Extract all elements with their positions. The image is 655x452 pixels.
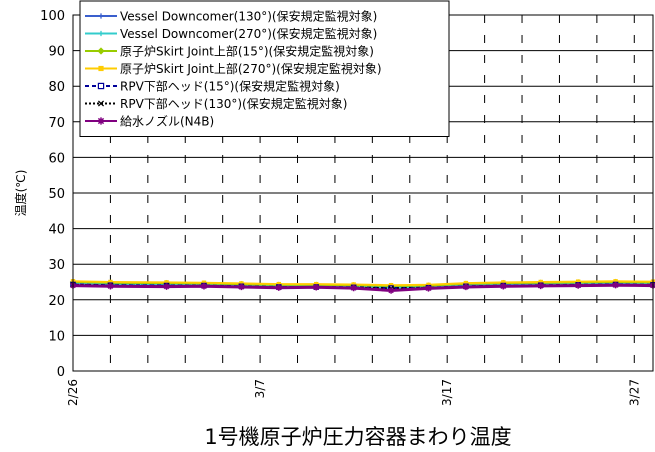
data-point — [388, 287, 394, 294]
legend-swatch-marker — [98, 65, 104, 72]
legend: Vessel Downcomer(130°)(保安規定監視対象) Vessel D… — [79, 0, 450, 137]
data-point — [201, 283, 207, 290]
data-point — [351, 282, 356, 287]
data-point — [463, 283, 469, 291]
data-point — [276, 284, 282, 291]
data-point — [164, 280, 169, 285]
y-axis-ticks: 0 10 20 30 40 50 60 70 80 90 100 — [40, 9, 65, 380]
legend-swatch-marker — [97, 82, 105, 90]
y-tick-label: 70 — [48, 116, 65, 131]
data-point — [238, 283, 245, 291]
data-point — [575, 282, 581, 289]
legend-swatch-marker — [97, 117, 105, 125]
y-tick-label: 20 — [48, 294, 65, 309]
legend-swatch-marker — [98, 13, 104, 19]
data-point — [538, 282, 544, 290]
data-point — [500, 283, 507, 290]
y-tick-label: 80 — [48, 80, 65, 95]
legend-label: Vessel Downcomer(270°)(保安規定監視対象) — [120, 26, 377, 41]
data-point — [163, 283, 170, 290]
series-line — [72, 283, 654, 293]
data-point — [107, 283, 114, 290]
legend-label: Vessel Downcomer(130°)(保安規定監視対象) — [120, 9, 377, 24]
legend-label: 給水ノズル(N4B) — [120, 114, 214, 129]
data-point — [388, 283, 394, 288]
data-point — [201, 280, 207, 285]
data-point — [276, 281, 282, 287]
series-line — [72, 280, 654, 287]
y-tick-label: 100 — [40, 9, 65, 24]
y-tick-label: 50 — [48, 187, 65, 202]
legend-swatch-marker — [97, 47, 105, 55]
legend-swatch-marker — [98, 30, 104, 37]
legend-label: 原子炉Skirt Joint上部(15°)(保安規定監視対象) — [120, 44, 374, 59]
data-point — [613, 279, 618, 284]
data-point — [314, 281, 319, 287]
data-point — [538, 279, 543, 285]
data-point — [313, 284, 319, 291]
y-tick-label: 0 — [57, 365, 65, 380]
y-tick-label: 30 — [48, 258, 65, 273]
data-point — [612, 282, 619, 289]
y-axis-label: 温度(℃) — [13, 170, 28, 217]
data-point — [426, 282, 431, 288]
y-tick-label: 40 — [48, 223, 65, 238]
data-point — [108, 279, 113, 285]
data-point — [463, 280, 469, 286]
x-axis-ticks: 2/26 3/7 3/17 3/27 — [66, 379, 641, 406]
x-tick-label: 2/26 — [66, 379, 80, 406]
legend-label: RPV下部ヘッド(130°)(保安規定監視対象) — [120, 96, 347, 111]
series-layer — [69, 278, 655, 294]
chart-title: 1号機原子炉圧力容器まわり温度 — [204, 425, 511, 449]
legend-swatch-marker — [97, 100, 105, 107]
x-tick-label: 3/17 — [440, 379, 454, 406]
x-tick-label: 3/7 — [253, 379, 267, 398]
legend-label: 原子炉Skirt Joint上部(270°)(保安規定監視対象) — [120, 61, 382, 76]
data-point — [239, 281, 244, 286]
y-tick-label: 90 — [48, 45, 65, 60]
y-tick-label: 10 — [48, 329, 65, 344]
data-point — [501, 280, 506, 285]
y-tick-label: 60 — [48, 151, 65, 166]
x-tick-label: 3/27 — [627, 379, 641, 406]
data-point — [575, 279, 581, 284]
legend-box — [79, 0, 450, 137]
legend-label: RPV下部ヘッド(15°)(保安規定監視対象) — [120, 79, 340, 94]
data-point — [350, 284, 357, 292]
data-point — [425, 285, 432, 292]
